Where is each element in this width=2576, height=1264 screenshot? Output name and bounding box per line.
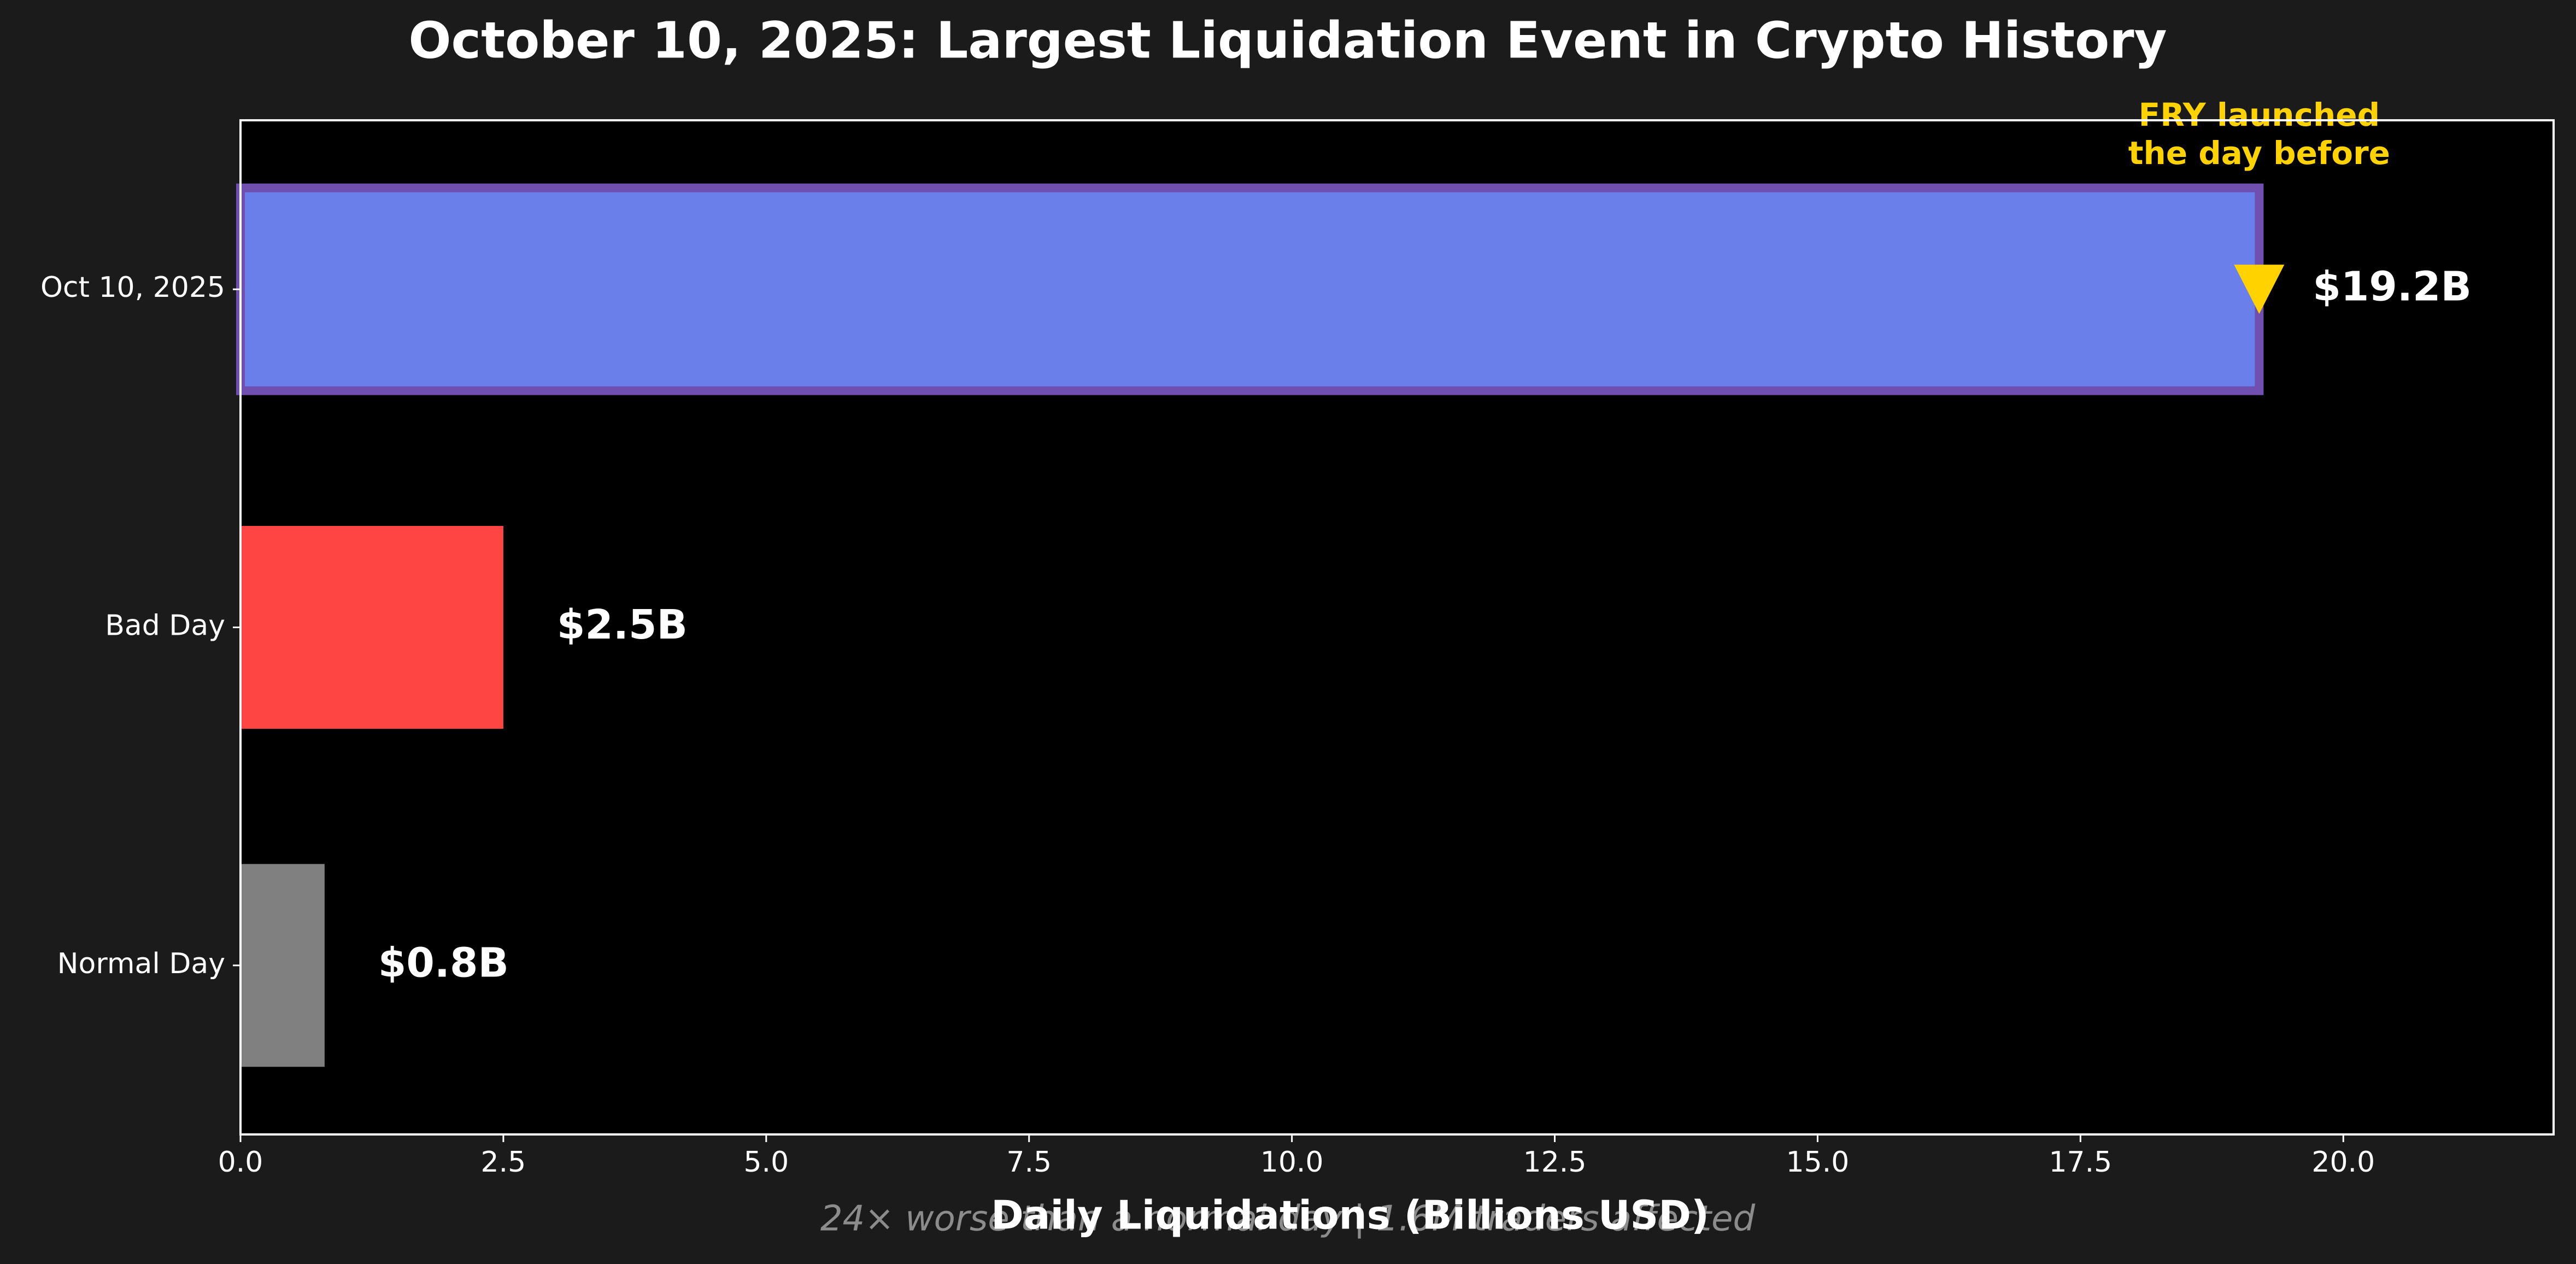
x-tick-label: 5.0: [743, 1146, 789, 1179]
bar-bad-day: [240, 526, 503, 729]
x-tick-label: 7.5: [1006, 1146, 1052, 1179]
x-tick-label: 20.0: [2311, 1146, 2375, 1179]
bar-oct-10-2025: [236, 183, 2264, 395]
y-tick-label-bad-day: Bad Day: [105, 610, 225, 642]
value-label-normal-day: $0.8B: [378, 939, 509, 986]
footnote: 24× worse than a normal day | 1.6M trade…: [820, 1199, 1756, 1239]
plot-frame: [239, 119, 2555, 1136]
annotation-marker: [2234, 265, 2285, 314]
y-tick-label-normal-day: Normal Day: [57, 947, 225, 980]
x-tick-label: 0.0: [218, 1146, 263, 1179]
x-tick-label: 17.5: [2049, 1146, 2112, 1179]
value-label-oct-10-2025: $19.2B: [2313, 264, 2471, 311]
x-tick-label: 15.0: [1786, 1146, 1850, 1179]
y-tick-label-oct-10-2025: Oct 10, 2025: [40, 271, 225, 304]
x-tick-label: 2.5: [481, 1146, 526, 1179]
x-axis-label: Daily Liquidations (Billions USD): [991, 1192, 1709, 1238]
chart-title: October 10, 2025: Largest Liquidation Ev…: [408, 11, 2167, 69]
x-tick-label: 12.5: [1523, 1146, 1587, 1179]
value-label-bad-day: $2.5B: [557, 601, 688, 648]
annotation-text: FRY launched the day before: [2128, 96, 2390, 172]
x-tick-label: 10.0: [1260, 1146, 1324, 1179]
bar-normal-day: [240, 864, 325, 1067]
